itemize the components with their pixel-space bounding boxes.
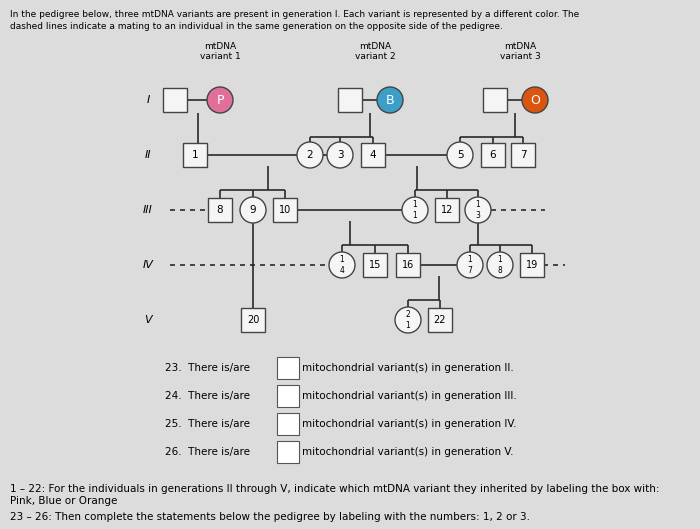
Text: IV: IV	[143, 260, 153, 270]
Text: mitochondrial variant(s) in generation III.: mitochondrial variant(s) in generation I…	[302, 391, 517, 401]
FancyBboxPatch shape	[428, 308, 452, 332]
Text: 20: 20	[247, 315, 259, 325]
Text: III: III	[143, 205, 153, 215]
Circle shape	[327, 142, 353, 168]
FancyBboxPatch shape	[511, 143, 535, 167]
Circle shape	[447, 142, 473, 168]
FancyBboxPatch shape	[435, 198, 459, 222]
Text: 12: 12	[441, 205, 453, 215]
FancyBboxPatch shape	[361, 143, 385, 167]
Circle shape	[402, 197, 428, 223]
Text: mitochondrial variant(s) in generation IV.: mitochondrial variant(s) in generation I…	[302, 419, 517, 429]
Circle shape	[207, 87, 233, 113]
Text: 9: 9	[250, 205, 256, 215]
Text: B: B	[386, 94, 394, 106]
Text: mitochondrial variant(s) in generation V.: mitochondrial variant(s) in generation V…	[302, 447, 514, 457]
Text: 1
3: 1 3	[475, 200, 480, 220]
Text: 1 – 22: For the individuals in generations II through V, indicate which mtDNA va: 1 – 22: For the individuals in generatio…	[10, 484, 659, 494]
FancyBboxPatch shape	[241, 308, 265, 332]
Text: 1
4: 1 4	[340, 256, 344, 275]
Circle shape	[377, 87, 403, 113]
Text: 16: 16	[402, 260, 414, 270]
Text: 1
1: 1 1	[412, 200, 417, 220]
Text: 5: 5	[456, 150, 463, 160]
Circle shape	[487, 252, 513, 278]
Circle shape	[457, 252, 483, 278]
Text: II: II	[145, 150, 151, 160]
Text: 22: 22	[434, 315, 447, 325]
Text: P: P	[216, 94, 224, 106]
FancyBboxPatch shape	[277, 441, 299, 463]
Text: 23.  There is/are: 23. There is/are	[165, 363, 250, 373]
Circle shape	[395, 307, 421, 333]
FancyBboxPatch shape	[273, 198, 297, 222]
Circle shape	[329, 252, 355, 278]
Circle shape	[240, 197, 266, 223]
FancyBboxPatch shape	[277, 385, 299, 407]
Text: dashed lines indicate a mating to an individual in the same generation on the op: dashed lines indicate a mating to an ind…	[10, 22, 503, 31]
Text: 2
1: 2 1	[405, 311, 410, 330]
FancyBboxPatch shape	[520, 253, 544, 277]
Text: 19: 19	[526, 260, 538, 270]
Text: 25.  There is/are: 25. There is/are	[165, 419, 250, 429]
Text: I: I	[146, 95, 150, 105]
Text: mtDNA
variant 2: mtDNA variant 2	[355, 42, 395, 61]
Text: V: V	[144, 315, 152, 325]
FancyBboxPatch shape	[396, 253, 420, 277]
Circle shape	[522, 87, 548, 113]
Text: 7: 7	[519, 150, 526, 160]
Text: 26.  There is/are: 26. There is/are	[165, 447, 250, 457]
Text: 23 – 26: Then complete the statements below the pedigree by labeling with the nu: 23 – 26: Then complete the statements be…	[10, 512, 530, 522]
Text: In the pedigree below, three mtDNA variants are present in generation I. Each va: In the pedigree below, three mtDNA varia…	[10, 10, 580, 19]
Text: 8: 8	[217, 205, 223, 215]
Text: 10: 10	[279, 205, 291, 215]
FancyBboxPatch shape	[183, 143, 207, 167]
Text: 15: 15	[369, 260, 382, 270]
Text: 1
7: 1 7	[468, 256, 472, 275]
Text: O: O	[530, 94, 540, 106]
FancyBboxPatch shape	[277, 413, 299, 435]
Text: mtDNA
variant 3: mtDNA variant 3	[500, 42, 540, 61]
Text: 1
8: 1 8	[498, 256, 503, 275]
Text: 3: 3	[337, 150, 343, 160]
Text: 4: 4	[370, 150, 377, 160]
Text: 2: 2	[307, 150, 314, 160]
Text: Pink, Blue or Orange: Pink, Blue or Orange	[10, 496, 118, 506]
Text: 6: 6	[490, 150, 496, 160]
Circle shape	[297, 142, 323, 168]
FancyBboxPatch shape	[163, 88, 187, 112]
Text: 24.  There is/are: 24. There is/are	[165, 391, 250, 401]
Text: mitochondrial variant(s) in generation II.: mitochondrial variant(s) in generation I…	[302, 363, 514, 373]
Text: mtDNA
variant 1: mtDNA variant 1	[199, 42, 240, 61]
FancyBboxPatch shape	[483, 88, 507, 112]
FancyBboxPatch shape	[277, 357, 299, 379]
FancyBboxPatch shape	[363, 253, 387, 277]
Circle shape	[465, 197, 491, 223]
FancyBboxPatch shape	[208, 198, 232, 222]
Text: 1: 1	[192, 150, 198, 160]
FancyBboxPatch shape	[338, 88, 362, 112]
FancyBboxPatch shape	[481, 143, 505, 167]
